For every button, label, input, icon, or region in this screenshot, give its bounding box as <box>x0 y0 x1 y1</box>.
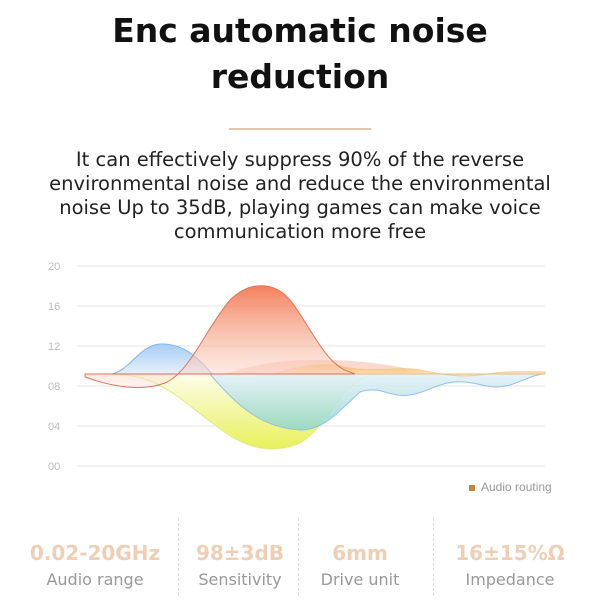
spec-value: 6mm <box>332 541 388 565</box>
title-line-2: reduction <box>210 57 390 96</box>
description-line: noise Up to 35dB, playing games can make… <box>59 196 541 219</box>
spec-value: 98±3dB <box>195 541 285 565</box>
y-tick: 00 <box>48 461 60 473</box>
y-tick: 20 <box>48 261 60 273</box>
spec-sensitivity: 98±3dB Sensitivity <box>180 518 300 592</box>
y-tick: 12 <box>48 341 60 353</box>
spec-audio-range: 0.02-20GHz Audio range <box>15 518 175 592</box>
spec-value: 0.02-20GHz <box>29 541 161 565</box>
y-tick: 08 <box>48 381 60 393</box>
description-line: environmental noise and reduce the envir… <box>49 172 551 195</box>
legend: Audio routing <box>469 480 552 494</box>
spec-value: 16±15%Ω <box>455 541 565 565</box>
divider <box>229 128 371 130</box>
divider <box>178 518 179 596</box>
legend-label: Audio routing <box>481 480 552 494</box>
title-line-1: Enc automatic noise <box>112 11 488 50</box>
noise-wave-chart: 20 16 12 08 04 00 <box>48 261 546 473</box>
page-title: Enc automatic noise reduction <box>0 8 600 100</box>
specs-row: 0.02-20GHz Audio range 98±3dB Sensitivit… <box>0 518 600 598</box>
divider <box>298 518 299 596</box>
wave-red <box>84 285 356 388</box>
wave-blue-low <box>208 373 546 431</box>
y-tick: 04 <box>48 421 60 433</box>
spec-label: Impedance <box>465 570 555 589</box>
spec-impedance: 16±15%Ω Impedance <box>435 518 585 592</box>
divider <box>433 518 434 596</box>
legend-swatch <box>469 484 475 491</box>
description-line: communication more free <box>173 220 427 243</box>
description: It can effectively suppress 90% of the r… <box>0 148 600 244</box>
spec-label: Audio range <box>46 570 144 589</box>
spec-label: Drive unit <box>320 570 400 589</box>
y-tick: 16 <box>48 301 60 313</box>
description-line: It can effectively suppress 90% of the r… <box>75 148 525 171</box>
spec-drive-unit: 6mm Drive unit <box>300 518 420 592</box>
spec-label: Sensitivity <box>198 570 282 589</box>
